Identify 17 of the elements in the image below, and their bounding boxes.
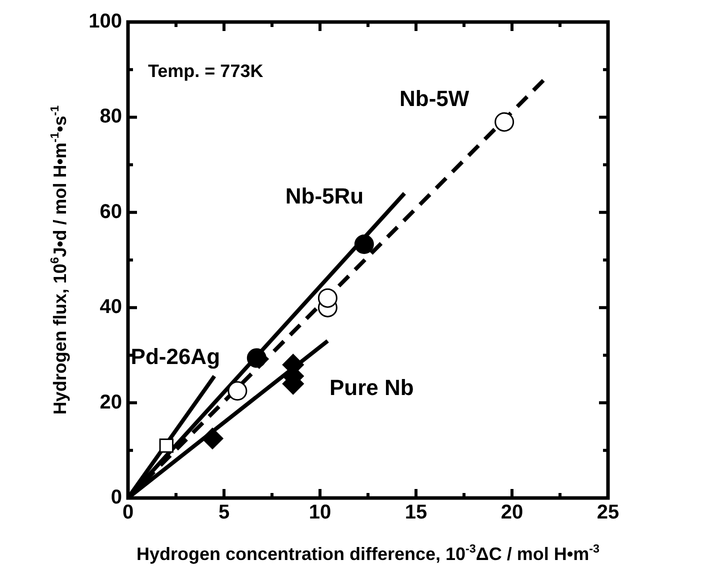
y-axis-title: Hydrogen flux, 106J•d / mol H•m-1•s-1 bbox=[48, 104, 70, 415]
y-tick-label: 40 bbox=[100, 296, 122, 318]
x-tick-label: 20 bbox=[500, 502, 524, 524]
y-tick-label: 0 bbox=[110, 486, 122, 509]
series-label: Pd-26Ag bbox=[130, 344, 220, 370]
y-tick-label: 80 bbox=[100, 106, 122, 128]
x-tick-label: 25 bbox=[596, 502, 620, 524]
y-tick-label: 20 bbox=[100, 391, 122, 414]
series-label: Pure Nb bbox=[330, 374, 414, 400]
x-tick-label: 15 bbox=[404, 502, 428, 524]
y-tick-label: 60 bbox=[100, 200, 122, 223]
x-tick-label: 10 bbox=[308, 502, 332, 524]
annotation: Temp. = 773K bbox=[148, 60, 264, 81]
series-label: Nb-5Ru bbox=[285, 183, 364, 208]
x-tick-label: 5 bbox=[218, 502, 230, 524]
series-label: Nb-5W bbox=[399, 86, 470, 112]
y-tick-label: 100 bbox=[88, 10, 122, 33]
